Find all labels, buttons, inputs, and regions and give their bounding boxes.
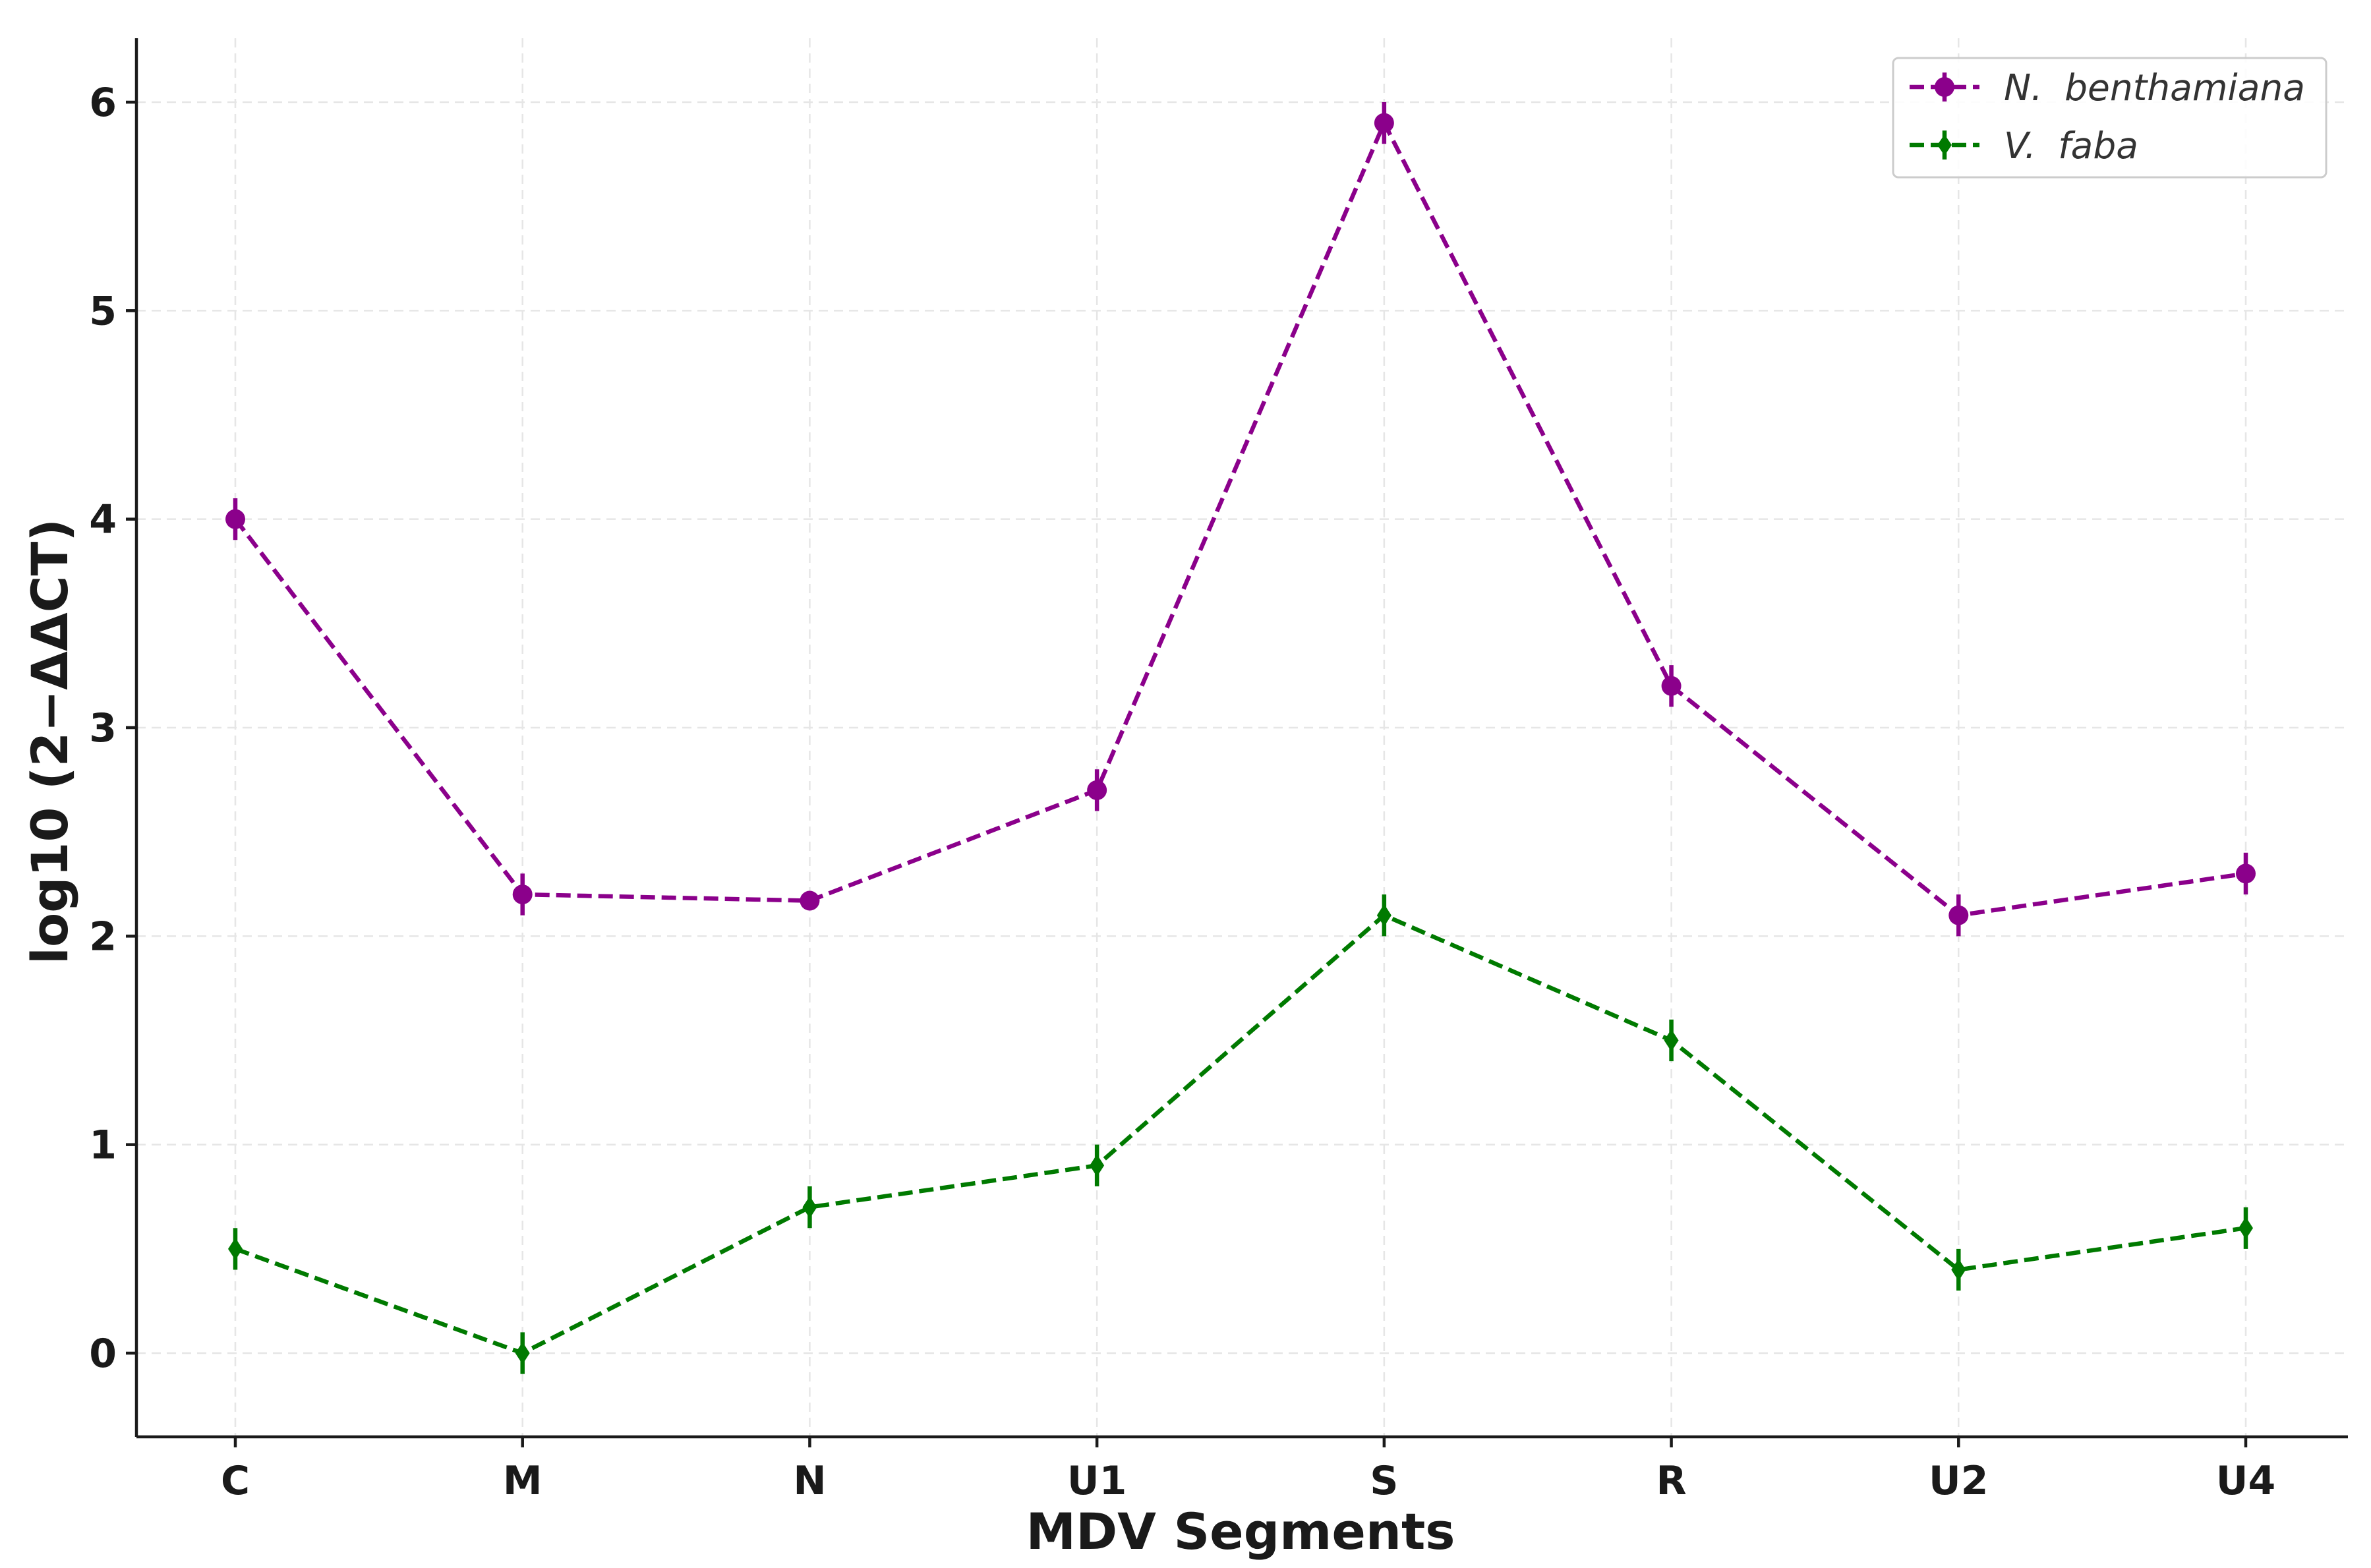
axes: 0 1 2 3 4 5 6 C M N U1 S R U2 U4 <box>89 38 2348 1504</box>
x-tick-label: U2 <box>1929 1458 1988 1504</box>
data-point <box>2236 863 2256 884</box>
legend-label-v-faba: V. faba <box>2004 125 2138 167</box>
data-point <box>228 1237 243 1260</box>
x-tick-label: C <box>221 1458 250 1504</box>
y-axis-label: log10 (2−ΔΔCT) <box>20 519 79 964</box>
legend: N. benthamiana V. faba <box>1892 57 2327 179</box>
y-tick-label: 4 <box>89 497 117 543</box>
series-line <box>233 121 2246 917</box>
data-point <box>800 890 820 911</box>
data-point <box>2239 1217 2253 1240</box>
x-tick-label: U1 <box>1067 1458 1127 1504</box>
data-point <box>1090 1154 1105 1177</box>
data-point <box>1376 904 1391 927</box>
data-point <box>1948 905 1969 925</box>
legend-marker-v-faba <box>1937 134 1952 156</box>
data-point <box>1374 113 1394 133</box>
legend-label-suffix: benthamiana <box>2064 67 2305 109</box>
data-point <box>1664 1029 1679 1052</box>
data-point <box>512 885 533 905</box>
y-tick-label: 1 <box>89 1122 117 1169</box>
data-point <box>1661 676 1682 696</box>
x-axis-label: MDV Segments <box>1026 1502 1455 1561</box>
x-tick-label: S <box>1370 1458 1398 1504</box>
y-tick-label: 0 <box>89 1331 117 1377</box>
y-tick-label: 3 <box>89 705 117 751</box>
series-v-faba <box>228 894 2253 1374</box>
data-point <box>802 1196 817 1219</box>
y-tick-label: 6 <box>89 80 117 126</box>
data-point <box>1087 780 1107 800</box>
legend-item-n-benthamiana: N. benthamiana <box>1910 67 2305 109</box>
data-point <box>515 1342 530 1364</box>
data-point <box>225 509 245 529</box>
x-tick-label: N <box>793 1458 826 1504</box>
x-tick-label: R <box>1656 1458 1686 1504</box>
legend-label-suffix: faba <box>2058 125 2138 167</box>
legend-label-prefix: V. <box>2004 125 2036 167</box>
y-tick-label: 5 <box>89 288 117 334</box>
legend-label-prefix: N. <box>2004 67 2043 109</box>
series-line <box>234 913 2246 1356</box>
y-tick-label: 2 <box>89 914 117 960</box>
legend-frame <box>1892 57 2327 179</box>
legend-marker-n-benthamiana <box>1935 77 1954 97</box>
x-tick-label: U4 <box>2216 1458 2275 1504</box>
data-point <box>1951 1258 1966 1281</box>
series-n-benthamiana <box>225 102 2256 937</box>
legend-item-v-faba: V. faba <box>1910 125 2138 167</box>
x-tick-label: M <box>503 1458 542 1504</box>
plot-area <box>225 102 2256 1374</box>
legend-label-n-benthamiana: N. benthamiana <box>2004 67 2305 109</box>
